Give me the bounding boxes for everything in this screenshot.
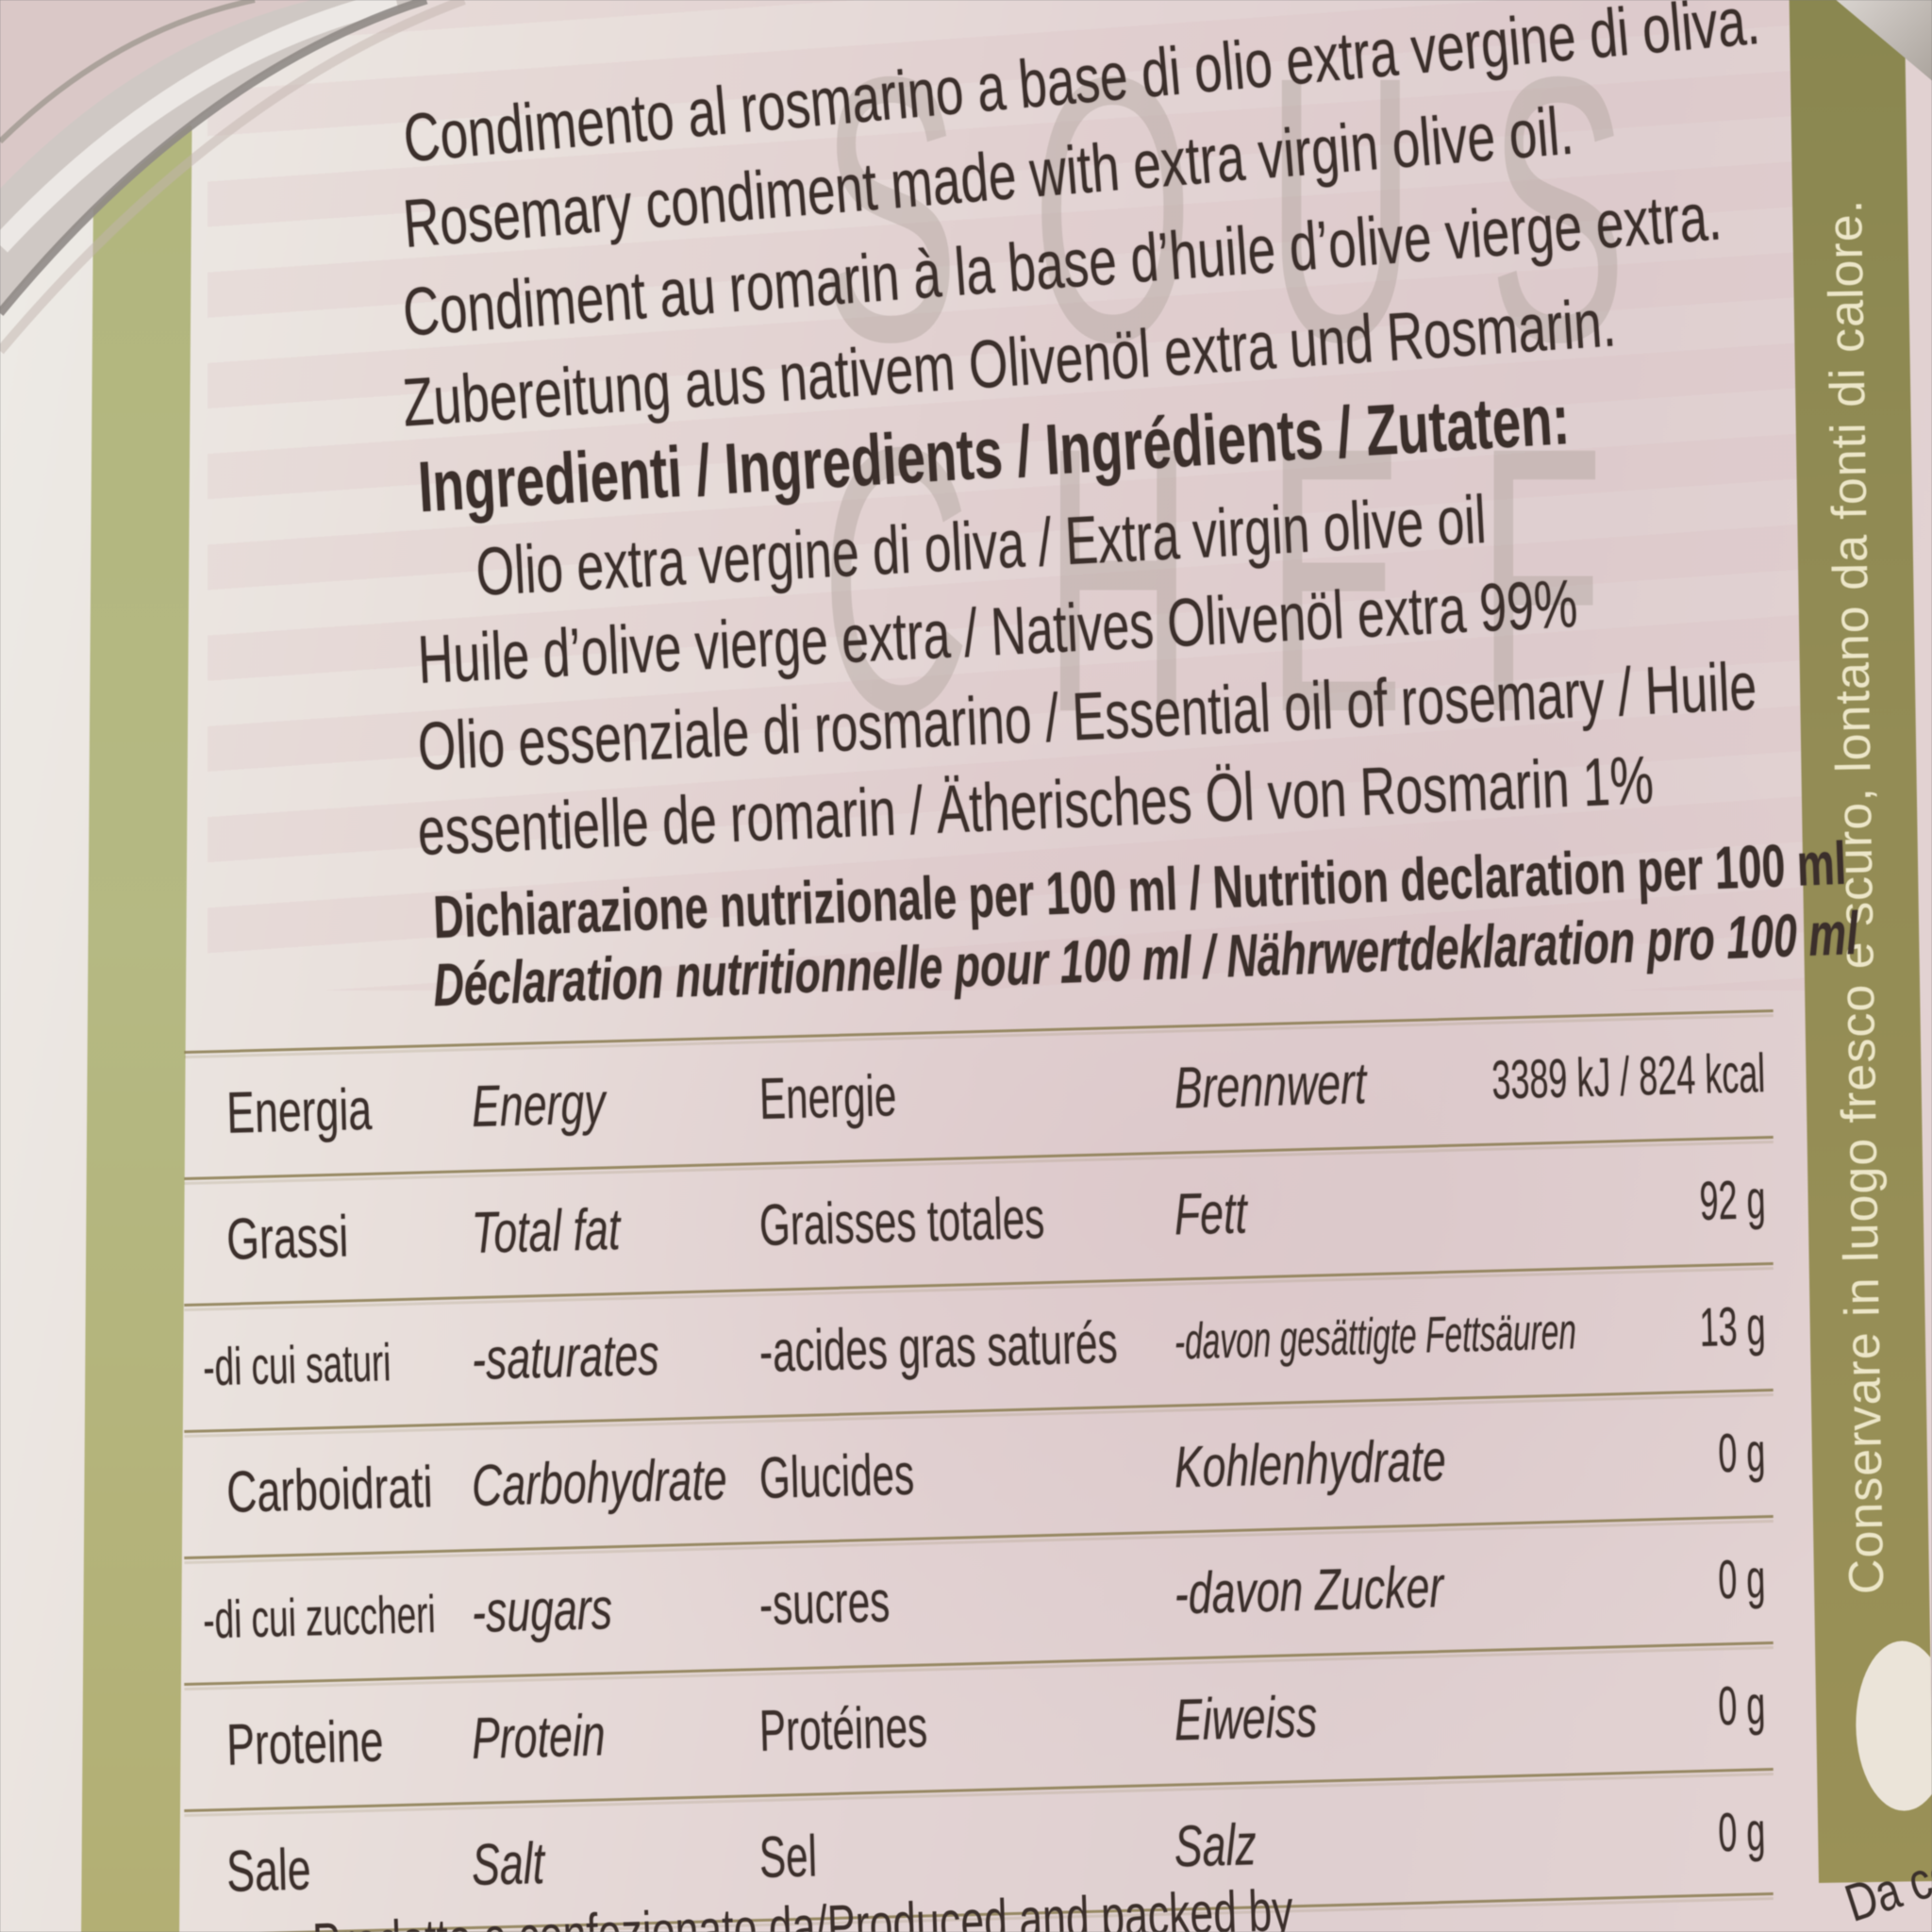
row-label-de: -davon gesättigte Fettsäuren bbox=[1174, 1303, 1577, 1371]
row-label-fr: Energie bbox=[758, 1063, 898, 1133]
row-label-de: Kohlenhydrate bbox=[1173, 1428, 1447, 1501]
row-label-en: Carbohydrate bbox=[471, 1446, 728, 1520]
row-label-fr: Sel bbox=[758, 1824, 818, 1891]
row-label-de: Eiweiss bbox=[1173, 1684, 1319, 1754]
watermark-line-2: CHEF bbox=[821, 369, 1676, 791]
row-label-it: Proteine bbox=[225, 1708, 385, 1778]
row-value: 0 g bbox=[1717, 1801, 1767, 1864]
row-label-fr: Protéines bbox=[758, 1694, 928, 1765]
watermark-line-1: SOUS bbox=[821, 0, 1700, 420]
row-label-en: -saturates bbox=[471, 1322, 660, 1393]
row-label-en: -sugars bbox=[471, 1576, 613, 1646]
row-value: 0 g bbox=[1717, 1674, 1767, 1738]
row-label-en: Energy bbox=[471, 1071, 607, 1141]
row-value: 0 g bbox=[1717, 1422, 1767, 1485]
row-label-fr: -sucres bbox=[758, 1569, 891, 1639]
row-label-de: Brennwert bbox=[1173, 1051, 1368, 1122]
row-label-fr: -acides gras saturés bbox=[758, 1310, 1119, 1386]
row-label-fr: Glucides bbox=[758, 1441, 915, 1512]
storage-instructions-vertical-text: Conservare in luogo fresco e scuro, lont… bbox=[1817, 198, 1895, 1595]
band-logo-circle bbox=[1854, 1640, 1932, 1812]
row-label-it: Grassi bbox=[225, 1204, 350, 1273]
row-label-de: -davon Zucker bbox=[1173, 1555, 1444, 1627]
row-label-de: Fett bbox=[1173, 1180, 1248, 1248]
row-value: 13 g bbox=[1698, 1295, 1767, 1358]
row-label-en: Salt bbox=[471, 1831, 545, 1899]
row-label-it: Sale bbox=[225, 1837, 312, 1905]
row-label-en: Protein bbox=[471, 1703, 607, 1773]
row-label-it: -di cui zuccheri bbox=[202, 1584, 437, 1650]
row-label-fr: Graisses totales bbox=[758, 1186, 1046, 1259]
row-value: 0 g bbox=[1717, 1548, 1767, 1611]
can-rim-top-left bbox=[0, 0, 466, 355]
row-label-en: Total fat bbox=[471, 1196, 622, 1267]
row-label-it: Energia bbox=[225, 1076, 373, 1146]
row-label-it: Carboidrati bbox=[225, 1455, 434, 1525]
row-value: 3389 kJ / 824 kcal bbox=[1491, 1042, 1767, 1111]
row-value: 92 g bbox=[1698, 1169, 1767, 1232]
row-label-it: -di cui saturi bbox=[202, 1332, 392, 1397]
